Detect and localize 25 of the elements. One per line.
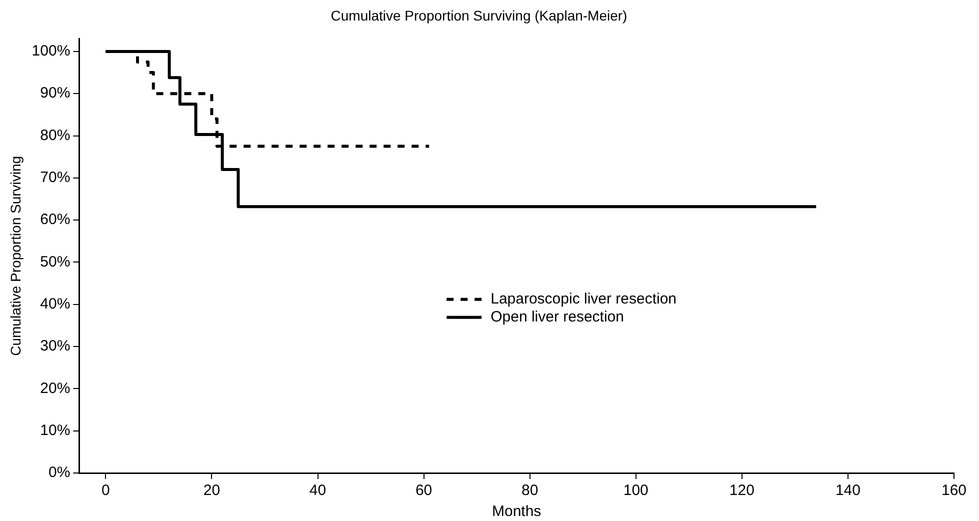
y-tick-label: 0% xyxy=(48,464,70,482)
x-tick-label: 20 xyxy=(203,482,220,500)
y-tick-label: 100% xyxy=(32,42,70,60)
x-tick-label: 160 xyxy=(941,482,967,500)
y-tick-label: 50% xyxy=(40,253,70,270)
y-axis-title: Cumulative Proportion Surviving xyxy=(7,156,24,356)
y-tick-label: 70% xyxy=(40,169,70,186)
y-tick-label: 40% xyxy=(40,296,70,313)
x-tick-label: 100 xyxy=(623,482,648,500)
y-tick-label: 10% xyxy=(40,422,70,439)
x-axis-title: Months xyxy=(492,503,542,520)
legend-label: Open liver resection xyxy=(490,308,624,326)
legend-label: Laparoscopic liver resection xyxy=(490,290,677,308)
x-tick-label: 120 xyxy=(729,482,754,500)
y-tick-label: 60% xyxy=(40,211,70,228)
x-tick-label: 40 xyxy=(309,482,326,500)
x-tick-label: 0 xyxy=(102,482,110,500)
x-tick-label: 80 xyxy=(521,482,538,500)
y-tick-label: 90% xyxy=(40,84,70,102)
x-tick-label: 140 xyxy=(835,482,860,500)
y-tick-label: 20% xyxy=(40,380,70,397)
chart-title: Cumulative Proportion Surviving (Kaplan-Meier) xyxy=(330,7,628,24)
y-tick-label: 30% xyxy=(40,338,70,355)
x-tick-label: 60 xyxy=(415,482,432,500)
y-tick-label: 80% xyxy=(40,126,70,144)
